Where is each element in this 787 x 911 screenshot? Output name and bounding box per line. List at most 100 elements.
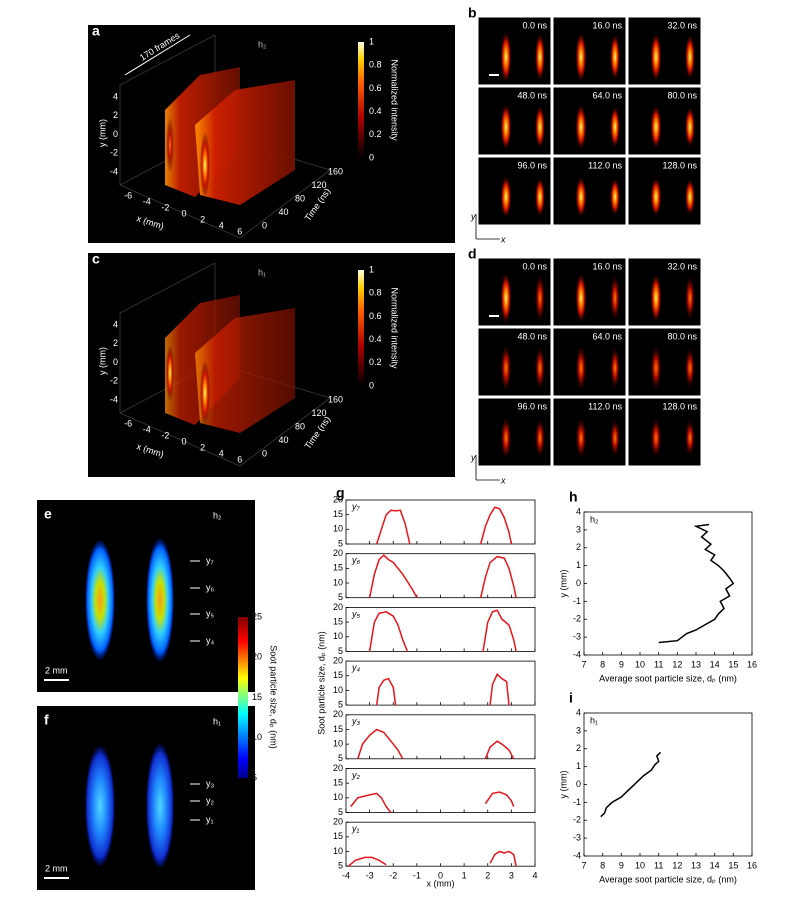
flame-right [685,34,695,80]
flame-left [500,272,512,324]
colorbar-label: Normalized intensity [390,287,400,369]
emission-edge [166,345,174,401]
y-tick-label: 5 [338,592,343,602]
y-tick-label: 10 [333,685,343,695]
panel-label: b [468,5,477,21]
flame-right [535,274,545,322]
size-profile [482,609,517,652]
y-tick-label: 1 [576,560,581,570]
size-profile [479,555,517,598]
subplot-label: y₂ [351,770,361,780]
image-tag: h₂ [213,510,222,520]
frame-time: 128.0 ns [662,160,697,170]
colorbar-tick-label: 0.2 [369,129,382,139]
x-tick-label: 16 [747,860,757,870]
size-profile [350,792,392,813]
x-tick-label: -6 [124,418,132,428]
flame-right [685,178,695,216]
colorbar-label: Soot particle size, dₚ (nm) [269,645,279,748]
flame-left [650,32,662,82]
size-profile [375,677,397,706]
size-profile [368,611,409,652]
frame-time: 0.0 ns [522,20,547,30]
frame-time: 80.0 ns [667,331,697,341]
panel-tag: h₁ [590,715,598,725]
x-tick-label: 13 [691,659,701,669]
axis-indicator-x: x [500,475,506,485]
y-tick-label: 15 [333,509,343,519]
x-tick-label: 2 [485,871,490,881]
colorbar-tick-label: 0.4 [369,334,382,344]
colorbar [358,270,364,386]
flame-left [575,176,587,218]
axis-box-line [119,34,216,86]
y-tick-label: 10 [333,846,343,856]
frame-time: 16.0 ns [592,261,622,271]
x-tick-label: -6 [124,190,132,200]
y-tick-label: 4 [113,91,118,101]
frame-time: 48.0 ns [517,90,547,100]
panel-label: e [44,506,52,522]
y-tick-label: 4 [576,707,581,717]
flame-left [650,345,662,391]
y-tick-label: 10 [333,739,343,749]
y-tick-label: 10 [333,524,343,534]
frame-time: 96.0 ns [517,401,547,411]
y-tick-label: -3 [573,632,581,642]
time-tick-label: 80 [295,193,305,203]
y-tick-label: 5 [338,646,343,656]
colorbar-tick-label: 20 [252,652,262,662]
y-tick-label: 15 [333,563,343,573]
y-tick-label: -1 [573,596,581,606]
x-tick-label: 4 [219,220,224,230]
emission-slab [195,308,295,433]
flame-left [500,103,512,151]
flame-map-right [146,744,174,868]
frame-time: 0.0 ns [522,261,547,271]
y-tick-label: 3 [576,725,581,735]
frames-arrow [124,34,191,76]
subplot-label: y₃ [351,716,361,726]
y-tick-label: 2 [113,338,118,348]
y-axis-label: y (mm) [558,570,568,598]
x-tick-label: 6 [237,454,242,464]
colorbar-tick-label: 1 [369,264,374,274]
y-tick-label: 0 [113,357,118,367]
colorbar-tick-label: 0.6 [369,83,382,93]
x-tick-label: 15 [728,860,738,870]
y-tick-label: -4 [573,649,581,659]
emission-edge [200,360,210,426]
flame-right [685,347,695,389]
row-label: y₄ [206,635,215,645]
x-tick-label: 7 [581,860,586,870]
time-tick-label: 120 [312,408,327,418]
flame-right [535,105,545,149]
axis-box-line [239,397,331,467]
y-tick-label: 20 [333,494,343,504]
axis-box-line [119,262,216,314]
flame-left [650,273,662,323]
subplot-label: y₇ [351,501,361,511]
colorbar-tick-label: 0.4 [369,106,382,116]
flame-right [610,346,620,390]
x-tick-label: 7 [581,659,586,669]
x-tick-label: -4 [143,424,151,434]
y-tick-label: 20 [333,817,343,827]
time-tick-label: 40 [279,435,289,445]
row-label: y₆ [206,582,215,592]
panel-label: f [44,712,49,728]
subplot-label: y₁ [351,824,360,834]
colorbar-tick-label: 15 [252,692,262,702]
y-tick-label: 4 [576,506,581,516]
frame-time: 64.0 ns [592,331,622,341]
flame-right [610,105,620,149]
axis-box-line [119,412,241,467]
flame-right [610,274,620,322]
colorbar-tick-label: 0.8 [369,288,382,298]
colorbar-tick-label: 1 [369,36,374,46]
subplot-label: y₅ [351,609,361,619]
colorbar-tick-label: 0.6 [369,311,382,321]
y-axis-label: Soot particle size, dₚ (nm) [316,631,326,734]
colorbar-tick-label: 0 [369,380,374,390]
flame-map-left [85,540,115,660]
